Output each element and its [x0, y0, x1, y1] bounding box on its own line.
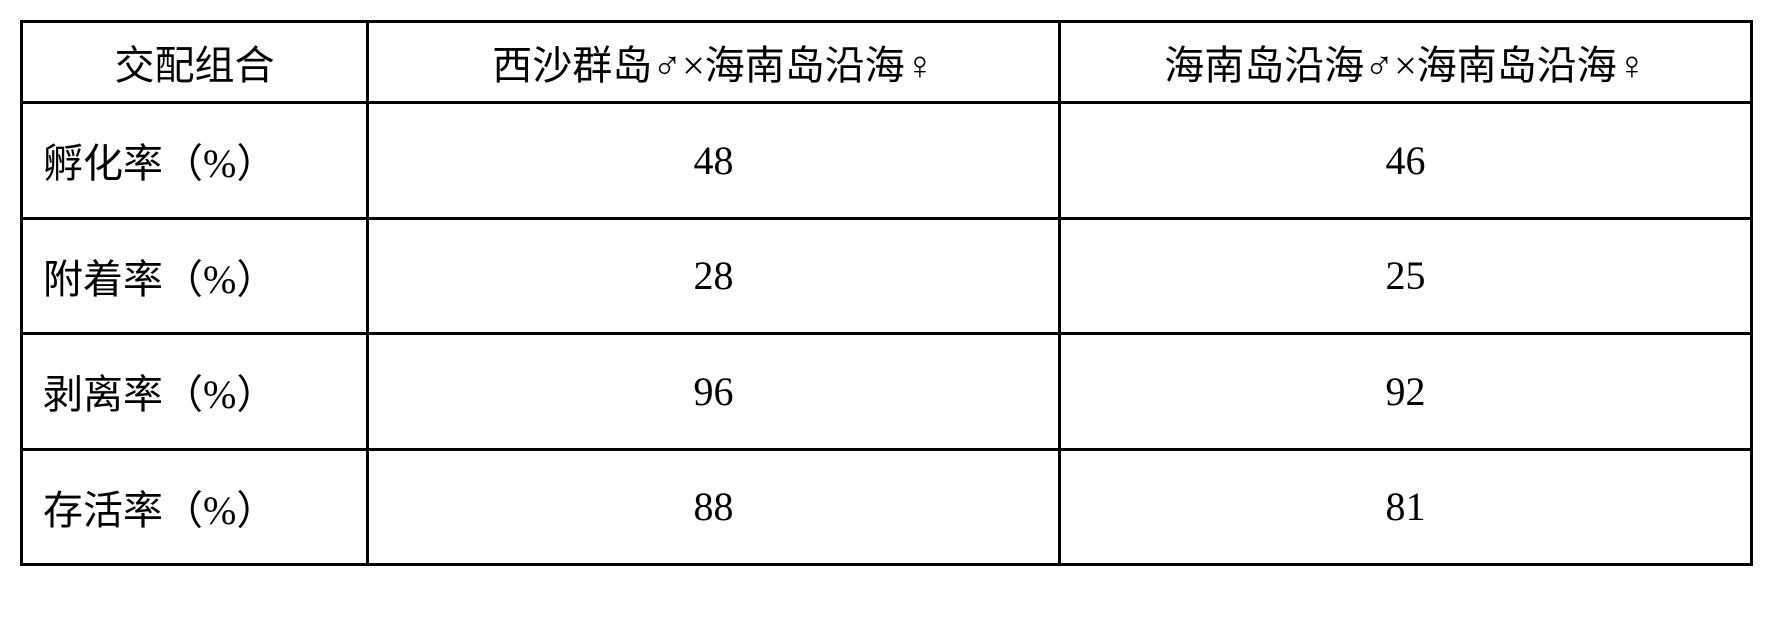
data-table: 交配组合 西沙群岛♂×海南岛沿海♀ 海南岛沿海♂×海南岛沿海♀ 孵化率（%） 4…	[20, 20, 1753, 566]
row-label-survival-rate: 存活率（%）	[22, 449, 368, 565]
table-row: 存活率（%） 88 81	[22, 449, 1752, 565]
cell-value: 92	[1060, 334, 1752, 450]
cell-value: 28	[368, 218, 1060, 334]
cell-value: 25	[1060, 218, 1752, 334]
header-mating-combination: 交配组合	[22, 22, 368, 103]
cell-value: 48	[368, 103, 1060, 219]
cell-value: 81	[1060, 449, 1752, 565]
cell-value: 46	[1060, 103, 1752, 219]
row-label-hatching-rate: 孵化率（%）	[22, 103, 368, 219]
row-label-attachment-rate: 附着率（%）	[22, 218, 368, 334]
cell-value: 96	[368, 334, 1060, 450]
header-cross-hainan-hainan: 海南岛沿海♂×海南岛沿海♀	[1060, 22, 1752, 103]
table-row: 附着率（%） 28 25	[22, 218, 1752, 334]
row-label-detachment-rate: 剥离率（%）	[22, 334, 368, 450]
cell-value: 88	[368, 449, 1060, 565]
table-row: 孵化率（%） 48 46	[22, 103, 1752, 219]
header-cross-xisha-hainan: 西沙群岛♂×海南岛沿海♀	[368, 22, 1060, 103]
table-header-row: 交配组合 西沙群岛♂×海南岛沿海♀ 海南岛沿海♂×海南岛沿海♀	[22, 22, 1752, 103]
table-row: 剥离率（%） 96 92	[22, 334, 1752, 450]
